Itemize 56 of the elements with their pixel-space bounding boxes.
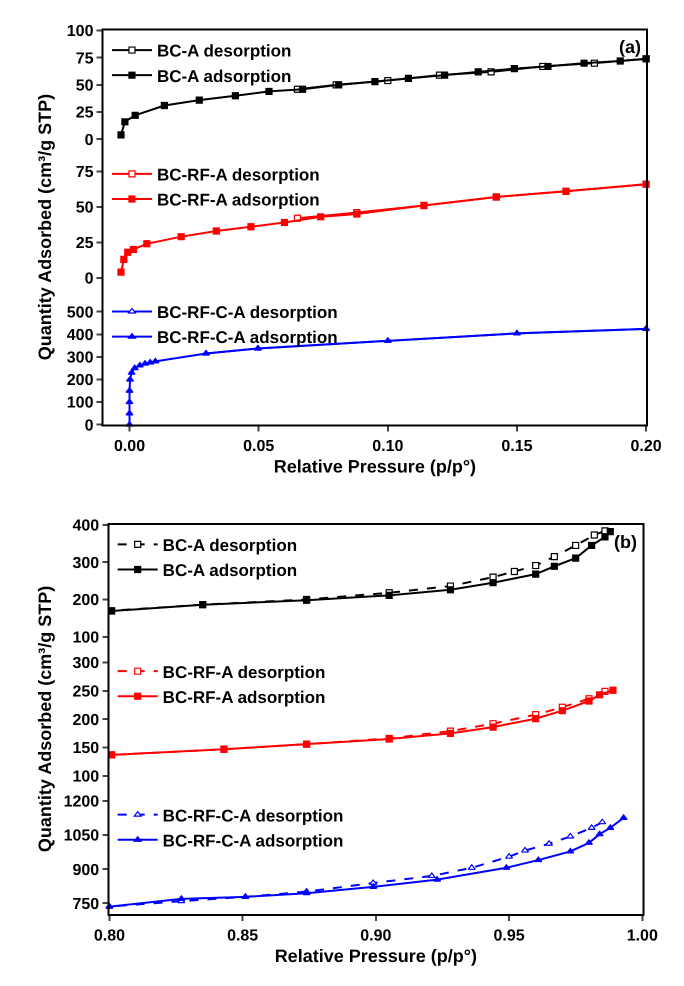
y-tick-label: 0 (84, 270, 94, 288)
annotation: (a) (619, 37, 642, 57)
y-tick-label: 300 (72, 554, 100, 572)
x-tick-label: 0.90 (360, 927, 392, 944)
y-tick-label: 25 (76, 104, 94, 122)
y-tick-label: 1050 (64, 828, 100, 845)
x-tick-label: 0.85 (227, 927, 258, 944)
y-tick-label: 50 (76, 77, 94, 94)
y-tick-label: 75 (76, 164, 94, 182)
legend-label: BC-RF-A desorption (162, 662, 326, 682)
y-tick-label: 750 (72, 896, 100, 913)
y-tick-label: 300 (72, 655, 100, 672)
y-axis-title: Quantity Adsorbed (cm³/g STP) (35, 586, 56, 852)
x-tick-label: 0.95 (493, 927, 525, 944)
legend-label: BC-A desorption (156, 42, 292, 61)
y-tick-label: 500 (66, 304, 94, 322)
x-tick-label: 0.00 (114, 438, 146, 455)
x-axis-title: Relative Pressure (p/p°) (274, 946, 477, 966)
x-axis-title: Relative Pressure (p/p°) (274, 456, 476, 476)
y-tick-label: 200 (66, 372, 94, 390)
y-tick-label: 1200 (64, 794, 100, 811)
x-tick-label: 0.05 (243, 438, 274, 455)
y-tick-label: 100 (66, 394, 94, 412)
legend-label: BC-RF-A adsorption (156, 190, 320, 210)
y-tick-label: 100 (72, 768, 100, 786)
y-tick-label: 400 (66, 326, 94, 344)
legend-label: BC-RF-A desorption (156, 166, 320, 185)
x-tick-label: 1.00 (626, 927, 658, 944)
x-tick-label: 0.80 (94, 927, 126, 944)
x-tick-label: 0.20 (630, 438, 662, 455)
y-tick-label: 200 (72, 592, 100, 610)
legend-label: BC-RF-C-A desorption (162, 806, 344, 826)
y-tick-label: 75 (76, 50, 94, 68)
y-tick-label: 0 (84, 132, 94, 149)
y-tick-label: 50 (76, 199, 94, 216)
y-tick-label: 100 (72, 629, 100, 646)
y-tick-label: 100 (66, 23, 94, 40)
legend-label: BC-RF-C-A desorption (156, 303, 338, 322)
y-tick-label: 25 (76, 234, 94, 252)
legend-label: BC-A desorption (162, 536, 298, 556)
x-tick-label: 0.10 (372, 438, 404, 455)
annotation: (b) (614, 532, 637, 552)
legend-label: BC-A adsorption (162, 561, 298, 580)
y-tick-label: 250 (72, 683, 100, 700)
y-tick-label: 900 (72, 862, 100, 879)
y-tick-label: 0 (84, 417, 94, 434)
legend-label: BC-A adsorption (156, 66, 292, 86)
legend-label: BC-RF-A adsorption (162, 688, 326, 707)
legend-label: BC-RF-C-A adsorption (162, 831, 344, 850)
legend-label: BC-RF-C-A adsorption (156, 328, 338, 348)
y-tick-label: 200 (72, 712, 100, 729)
y-tick-label: 150 (72, 740, 100, 758)
y-axis-title: Quantity Adsorbed (cm³/g STP) (34, 94, 55, 360)
y-tick-label: 300 (66, 349, 94, 366)
x-tick-label: 0.15 (501, 438, 533, 455)
y-tick-label: 400 (72, 518, 100, 535)
